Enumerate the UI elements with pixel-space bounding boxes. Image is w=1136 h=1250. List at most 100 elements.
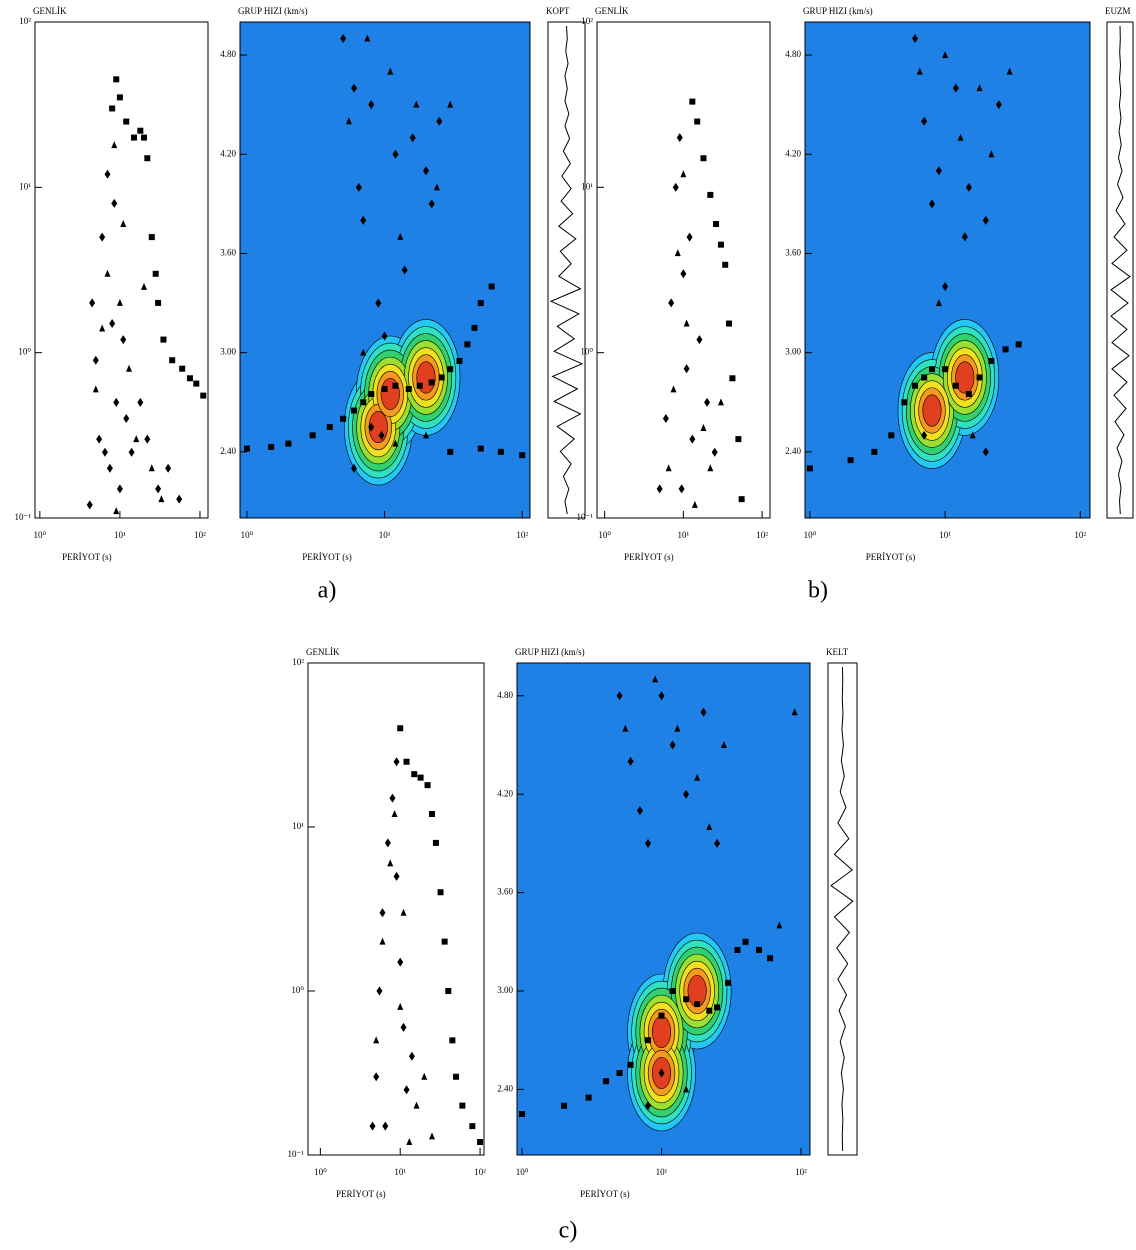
- point: [665, 464, 672, 472]
- point: [144, 155, 151, 162]
- plot-frame: [804, 21, 1091, 519]
- point: [683, 996, 690, 1003]
- point: [113, 397, 120, 407]
- point: [422, 166, 429, 176]
- point: [670, 385, 677, 393]
- x-axis-label: PERİYOT (s): [62, 552, 112, 562]
- point: [982, 215, 989, 225]
- x-tick-label: 10⁰: [598, 530, 611, 540]
- point: [179, 365, 186, 372]
- point: [791, 708, 798, 716]
- point: [405, 386, 412, 393]
- point: [714, 838, 721, 848]
- point: [645, 1037, 652, 1044]
- point: [131, 134, 138, 141]
- point: [694, 118, 701, 125]
- point: [109, 319, 116, 329]
- plot-frame: [827, 662, 858, 1156]
- point: [674, 724, 681, 732]
- point: [711, 447, 718, 457]
- point: [976, 84, 983, 92]
- point: [351, 83, 358, 93]
- plot-area: [86, 76, 207, 515]
- point: [375, 298, 382, 308]
- point: [519, 452, 526, 459]
- point: [767, 955, 774, 962]
- point: [373, 1036, 380, 1044]
- point: [92, 355, 99, 365]
- point: [381, 386, 388, 393]
- point: [888, 432, 895, 439]
- point: [722, 261, 729, 268]
- point: [351, 407, 358, 414]
- point: [387, 859, 394, 867]
- axis-title: GENLİK: [33, 6, 67, 16]
- point: [360, 399, 367, 406]
- plot-area: [240, 22, 530, 518]
- point: [464, 341, 471, 348]
- point: [928, 366, 935, 373]
- y-tick-label: 3.60: [497, 887, 513, 897]
- point: [683, 1085, 690, 1093]
- point: [921, 374, 928, 381]
- x-tick-label: 10²: [1074, 530, 1086, 540]
- point: [436, 116, 443, 126]
- point: [935, 166, 942, 176]
- point: [942, 282, 949, 292]
- point: [453, 1073, 460, 1080]
- y-tick-label: 10¹: [19, 181, 31, 191]
- point: [616, 691, 623, 701]
- caption: a): [318, 578, 337, 604]
- point: [658, 691, 665, 701]
- point: [714, 1004, 721, 1011]
- point: [176, 494, 183, 504]
- point: [144, 434, 151, 444]
- seismogram: [1110, 25, 1131, 515]
- point: [158, 495, 165, 503]
- station-label: KOPT: [546, 6, 570, 16]
- point: [729, 375, 736, 382]
- point: [678, 484, 685, 494]
- point: [965, 182, 972, 192]
- y-tick-label: 10⁰: [580, 347, 593, 357]
- point: [160, 336, 167, 343]
- point: [123, 118, 130, 125]
- point: [432, 839, 439, 846]
- axis-title: GRUP HIZI (km/s): [238, 6, 308, 16]
- point: [422, 431, 429, 439]
- point: [976, 374, 983, 381]
- point: [309, 432, 316, 439]
- point: [141, 134, 148, 141]
- x-tick-label: 10²: [474, 1167, 486, 1177]
- point: [400, 1022, 407, 1032]
- x-tick-label: 10²: [194, 530, 206, 540]
- point: [413, 100, 420, 108]
- point: [413, 1101, 420, 1109]
- y-tick-label: 3.00: [785, 347, 801, 357]
- point: [340, 34, 347, 44]
- contour-level: [955, 361, 975, 394]
- point: [438, 374, 445, 381]
- point: [662, 413, 669, 423]
- point: [376, 986, 383, 996]
- point: [397, 232, 404, 240]
- point: [355, 182, 362, 192]
- point: [672, 182, 679, 192]
- contour-level: [922, 394, 942, 427]
- point: [694, 773, 701, 781]
- point: [689, 434, 696, 444]
- point: [126, 364, 133, 372]
- point: [387, 67, 394, 75]
- point: [738, 496, 745, 503]
- point: [133, 435, 140, 443]
- y-tick-label: 10⁰: [291, 985, 304, 995]
- point: [137, 127, 144, 134]
- point: [713, 221, 720, 228]
- point: [912, 34, 919, 44]
- point: [200, 392, 207, 399]
- seismogram: [549, 25, 584, 515]
- point: [428, 811, 435, 818]
- point: [952, 382, 959, 389]
- point: [995, 100, 1002, 110]
